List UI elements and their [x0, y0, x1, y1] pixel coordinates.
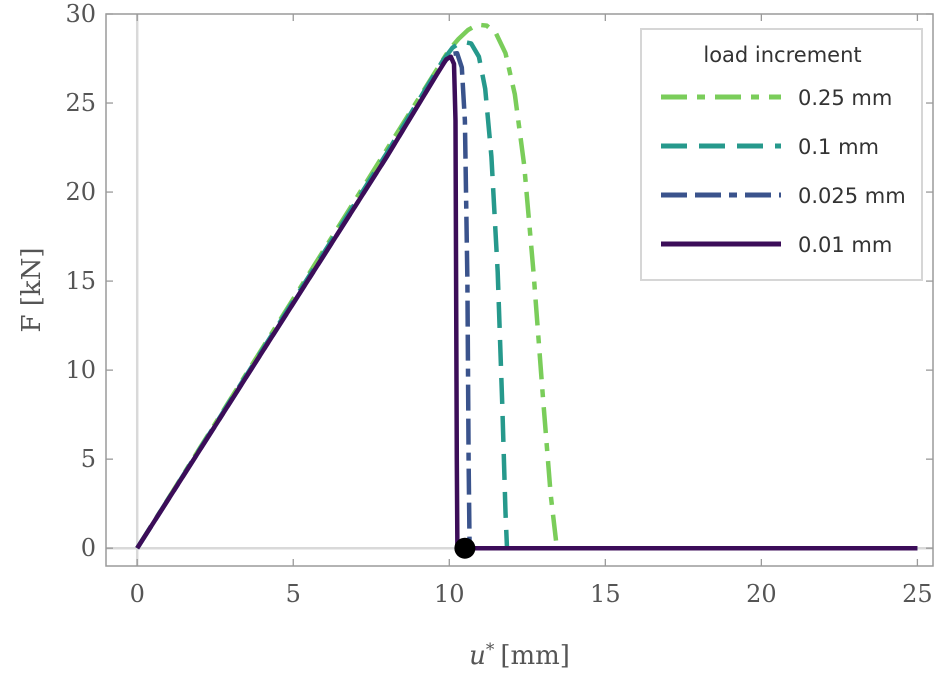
plot-frame	[105, 13, 934, 567]
legend-label: 0.01 mm	[798, 233, 892, 257]
legend-item-4: 0.01 mm	[661, 233, 892, 257]
legend-item-1: 0.25 mm	[661, 86, 892, 110]
y-axis-label: F [kN]	[17, 247, 47, 332]
x-axis-label-main: u	[469, 641, 486, 671]
x-tick-label: 25	[902, 580, 933, 608]
x-axis-label-unit: [mm]	[500, 641, 570, 671]
series-line-4	[135, 54, 918, 551]
series-line-1	[135, 22, 918, 551]
x-tick-label: 20	[746, 580, 777, 608]
failure-point-marker	[454, 537, 476, 559]
y-tick-label: 0	[81, 534, 96, 562]
y-tick-label: 10	[65, 356, 96, 384]
legend: load increment 0.25 mm 0.1 mm 0.025 mm 0.01…	[640, 28, 923, 281]
x-axis-label-sup: *	[486, 640, 495, 660]
legend-label: 0.1 mm	[798, 135, 879, 159]
legend-title: load increment	[703, 43, 861, 67]
y-tick-label: 15	[65, 267, 96, 295]
y-tick-label: 25	[65, 89, 96, 117]
series-line-3	[135, 50, 918, 551]
x-tick-label: 5	[286, 580, 301, 608]
legend-item-3: 0.025 mm	[661, 184, 906, 208]
legend-label: 0.25 mm	[798, 86, 892, 110]
y-tick-label: 30	[65, 0, 96, 28]
legend-label: 0.025 mm	[798, 184, 906, 208]
x-tick-label: 15	[590, 580, 621, 608]
y-tick-label: 5	[81, 445, 96, 473]
legend-item-2: 0.1 mm	[661, 135, 879, 159]
x-axis-label: u* [mm]	[469, 640, 570, 671]
x-tick-label: 0	[130, 580, 145, 608]
y-tick-label: 20	[65, 178, 96, 206]
x-tick-label: 10	[434, 580, 465, 608]
legend-box	[640, 28, 923, 281]
